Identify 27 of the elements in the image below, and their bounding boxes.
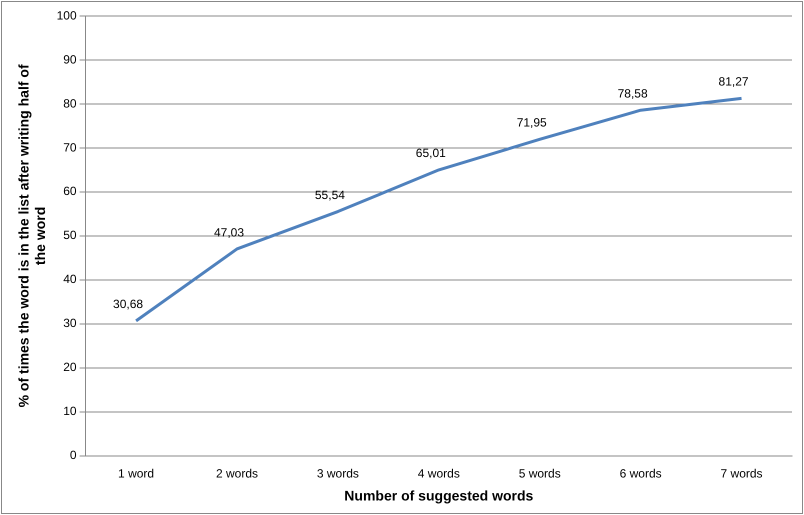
x-tick-label: 4 words: [418, 466, 460, 480]
y-tick-label: 10: [63, 404, 77, 418]
x-tick-label: 7 words: [720, 466, 763, 480]
y-tick-label: 0: [70, 448, 77, 462]
data-label: 71,95: [516, 116, 548, 130]
y-tick-label: 60: [63, 184, 77, 198]
y-tick-label: 80: [63, 96, 77, 110]
x-tick-label: 6 words: [620, 466, 662, 480]
data-label: 30,68: [113, 297, 144, 312]
x-tick-label: 3 words: [316, 466, 359, 480]
data-label: 81,27: [718, 74, 749, 89]
data-label: 47,03: [214, 225, 244, 240]
y-tick-label: 40: [63, 272, 77, 286]
x-tick-label: 2 words: [216, 466, 258, 480]
y-tick-label: 100: [56, 8, 77, 22]
x-tick-label: 5 words: [518, 466, 561, 480]
y-tick-label: 70: [63, 140, 77, 154]
data-label: 55,54: [314, 188, 346, 202]
data-label: 78,58: [618, 86, 648, 101]
y-axis-title: % of times the word is in the list after writing half of the word: [15, 64, 48, 408]
x-tick-label: 1 word: [118, 466, 154, 480]
y-tick-label: 20: [63, 360, 77, 374]
data-label: 65,01: [416, 146, 446, 160]
y-tick-label: 30: [63, 316, 77, 330]
x-axis-title: Number of suggested words: [344, 487, 534, 504]
y-tick-label: 90: [63, 52, 77, 66]
y-tick-label: 50: [63, 228, 77, 242]
